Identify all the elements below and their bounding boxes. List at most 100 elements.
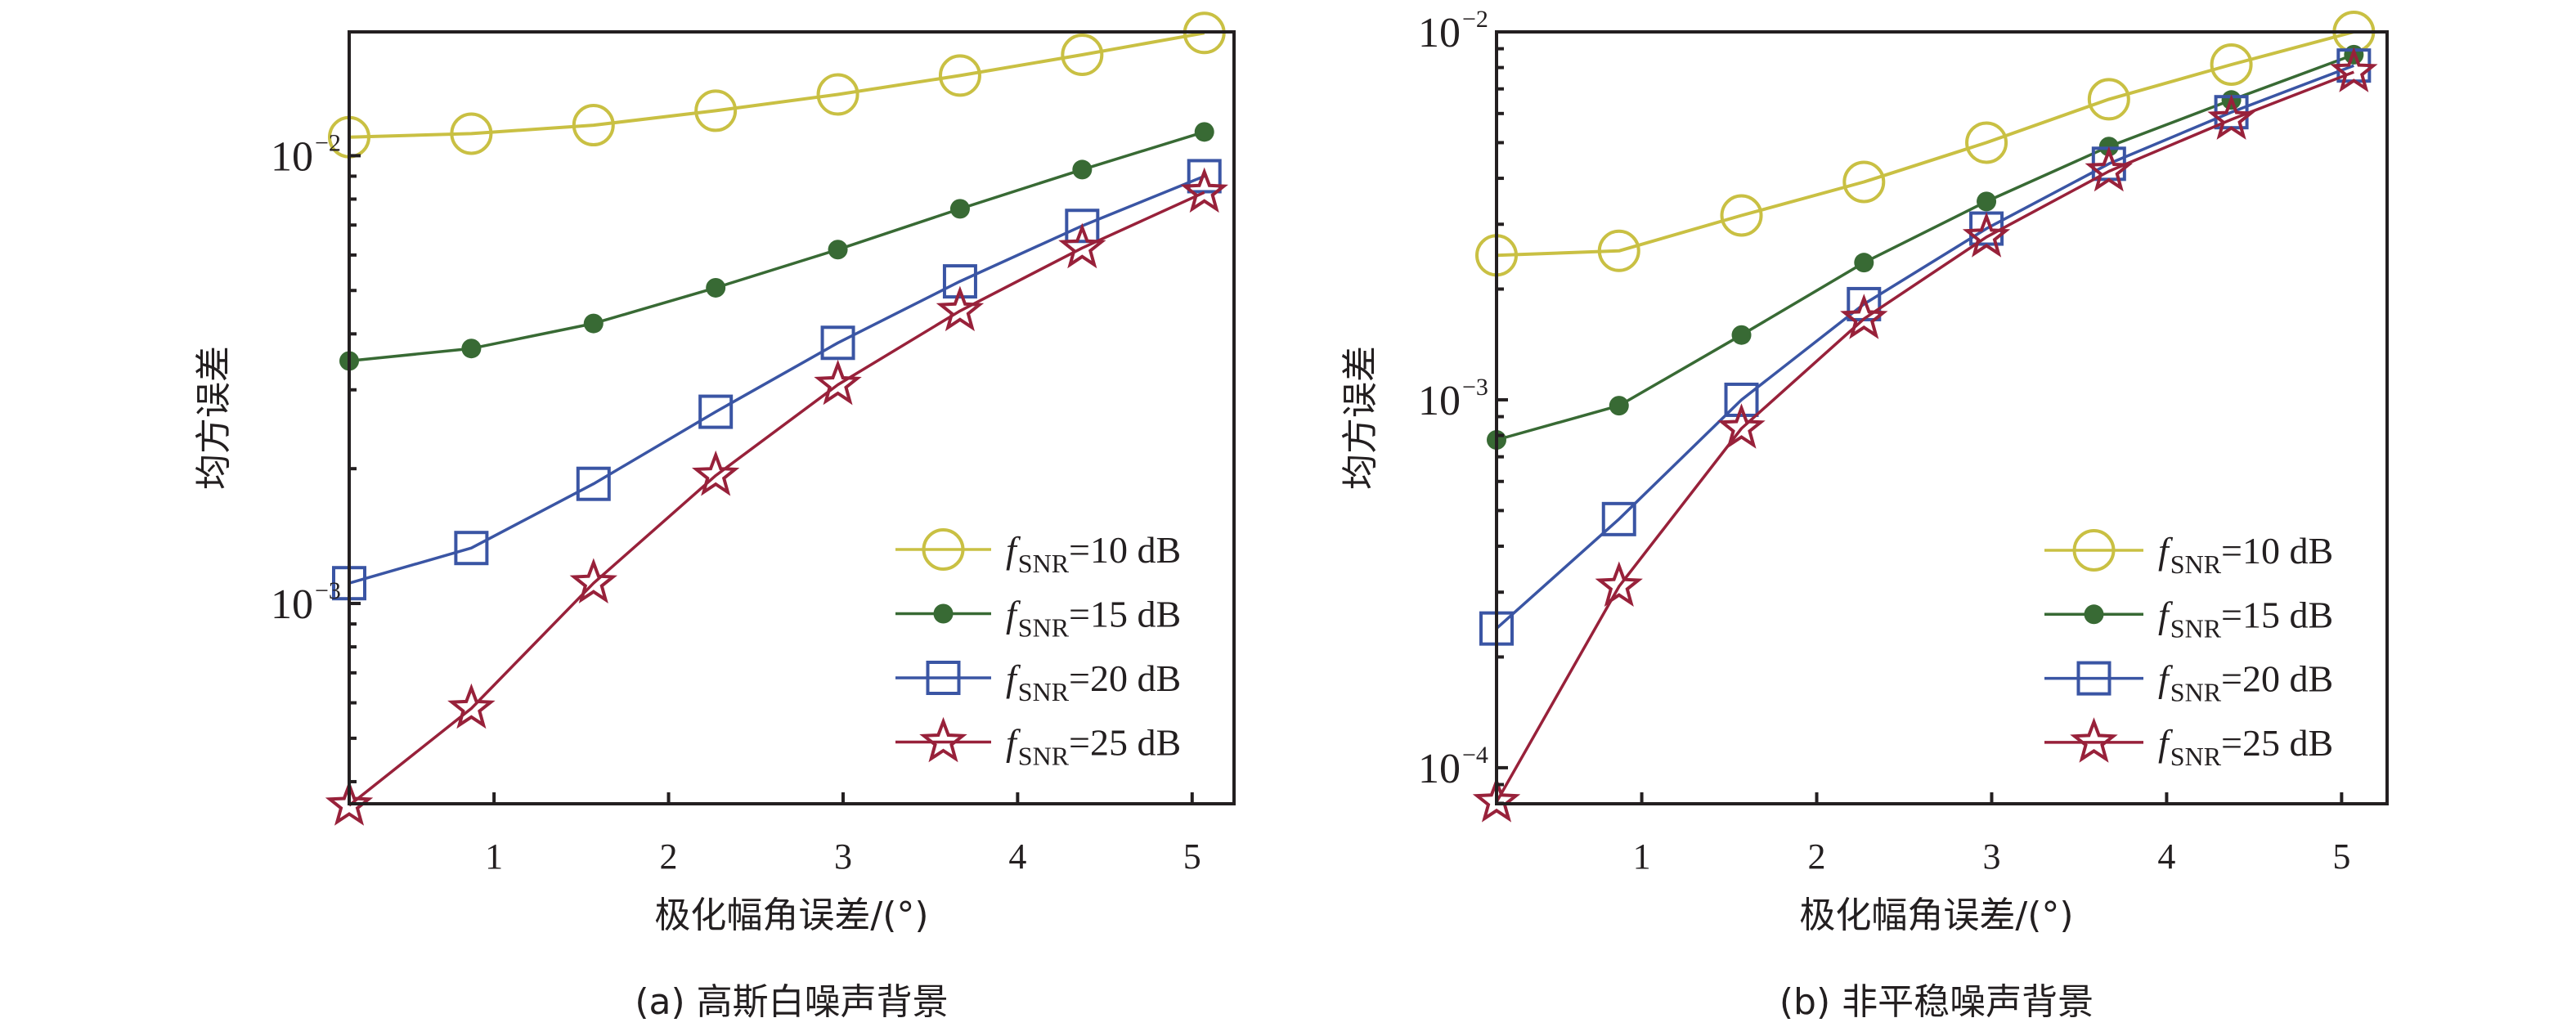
y-axis-label: 均方误差 <box>193 346 235 490</box>
series-line <box>1495 70 2354 803</box>
star-marker <box>325 780 374 826</box>
circle-marker <box>1842 160 1886 204</box>
circle-marker <box>450 112 493 155</box>
legend-value: =10 dB <box>1069 529 1181 571</box>
star-marker <box>936 285 985 332</box>
series-20db <box>332 159 1222 601</box>
legend-subscript: SNR <box>2170 613 2222 643</box>
star-marker <box>814 359 862 406</box>
star-marker <box>691 450 740 496</box>
series-line <box>348 31 1205 139</box>
y-tick-label-exponent: −3 <box>1462 374 1488 401</box>
series-15db <box>339 122 1214 371</box>
star-marker <box>2330 47 2378 92</box>
series-line <box>348 130 1205 363</box>
legend-label: fSNR=10 dB <box>1006 529 1181 578</box>
panel-caption: (b) 非平稳噪声背景 <box>1779 981 2094 1023</box>
dot-marker <box>933 603 954 624</box>
circle-marker <box>1597 229 1640 272</box>
series-25db <box>325 167 1228 826</box>
series-layer <box>1472 11 2378 823</box>
star-marker <box>1962 212 2011 258</box>
dot-marker <box>1072 159 1093 180</box>
legend-subscript: SNR <box>2170 742 2222 771</box>
series-line <box>348 191 1205 807</box>
star-marker <box>1472 777 1521 823</box>
legend-value: =15 dB <box>2221 594 2333 635</box>
legend-label: fSNR=10 dB <box>2158 530 2333 579</box>
x-tick-label: 5 <box>1183 836 1201 877</box>
y-tick-label-exponent: −2 <box>315 129 341 156</box>
legend-entry: fSNR=25 dB <box>895 716 1181 771</box>
y-tick-label: 10 <box>271 133 313 180</box>
square-marker <box>1601 501 1636 536</box>
legend-value: =25 dB <box>2221 722 2333 764</box>
y-tick-label-exponent: −4 <box>1462 742 1488 769</box>
plot-frame <box>348 30 1236 805</box>
legend-entry: fSNR=10 dB <box>2044 529 2333 579</box>
x-tick-label: 3 <box>834 836 852 877</box>
circle-marker <box>694 89 738 132</box>
legend-value: =15 dB <box>1069 594 1181 635</box>
series-line <box>1496 30 2354 258</box>
star-marker <box>447 683 496 729</box>
square-marker <box>1065 209 1100 244</box>
dot-marker <box>1977 191 1997 212</box>
star-marker <box>1595 561 1643 608</box>
circle-marker <box>816 73 859 116</box>
square-marker <box>1187 159 1222 194</box>
legend-subscript: SNR <box>1018 742 1070 771</box>
legend-entry: fSNR=15 dB <box>2044 594 2333 643</box>
series-layer <box>325 11 1228 826</box>
dot-marker <box>583 313 604 334</box>
square-marker <box>820 325 855 361</box>
dot-marker <box>828 240 848 260</box>
dot-marker <box>2084 604 2104 625</box>
series-10db <box>328 11 1226 159</box>
square-marker <box>576 466 611 501</box>
x-tick-label: 2 <box>660 836 678 877</box>
legend-entry: fSNR=10 dB <box>895 528 1181 578</box>
star-marker <box>1058 222 1106 269</box>
x-tick-label: 5 <box>2332 836 2350 877</box>
star-marker <box>1840 294 1888 339</box>
legend-subscript: SNR <box>2170 678 2222 707</box>
legend: fSNR=10 dB fSNR=15 dB fSNR=20 dB fSNR=25 dB <box>895 528 1181 771</box>
series-line <box>1495 64 2354 630</box>
legend-subscript: SNR <box>2170 549 2222 579</box>
x-tick-label: 1 <box>1633 836 1651 877</box>
series-10db <box>1475 11 2376 277</box>
y-tick-label: 10 <box>1418 378 1461 424</box>
series-line <box>1496 53 2354 442</box>
x-tick-label: 2 <box>1808 836 1826 877</box>
circle-marker <box>1061 34 1104 77</box>
x-tick-label: 1 <box>485 836 503 877</box>
square-marker <box>698 394 734 429</box>
legend-value: =20 dB <box>1069 657 1181 699</box>
circle-marker <box>922 528 965 571</box>
square-marker <box>926 661 961 695</box>
square-marker <box>454 531 489 566</box>
y-tick-label-exponent: −2 <box>1462 6 1488 33</box>
dot-marker <box>1609 396 1629 416</box>
legend-subscript: SNR <box>1018 549 1070 578</box>
dot-marker <box>1194 122 1214 142</box>
circle-marker <box>1965 121 2008 164</box>
star-marker <box>2070 717 2118 763</box>
star-marker <box>1180 167 1228 213</box>
y-tick-label-exponent: −3 <box>315 577 341 604</box>
legend-entry: fSNR=15 dB <box>895 594 1181 643</box>
dot-marker <box>1731 325 1752 345</box>
square-marker <box>1724 382 1759 417</box>
panel-caption: (a) 高斯白噪声背景 <box>635 981 948 1023</box>
star-marker <box>2207 94 2255 140</box>
legend-label: fSNR=25 dB <box>2158 722 2333 771</box>
x-tick-label: 4 <box>1008 836 1026 877</box>
legend-entry: fSNR=25 dB <box>2044 717 2333 771</box>
legend-value: =20 dB <box>2221 658 2333 700</box>
legend-subscript: SNR <box>1018 613 1070 643</box>
circle-marker <box>2210 43 2253 86</box>
